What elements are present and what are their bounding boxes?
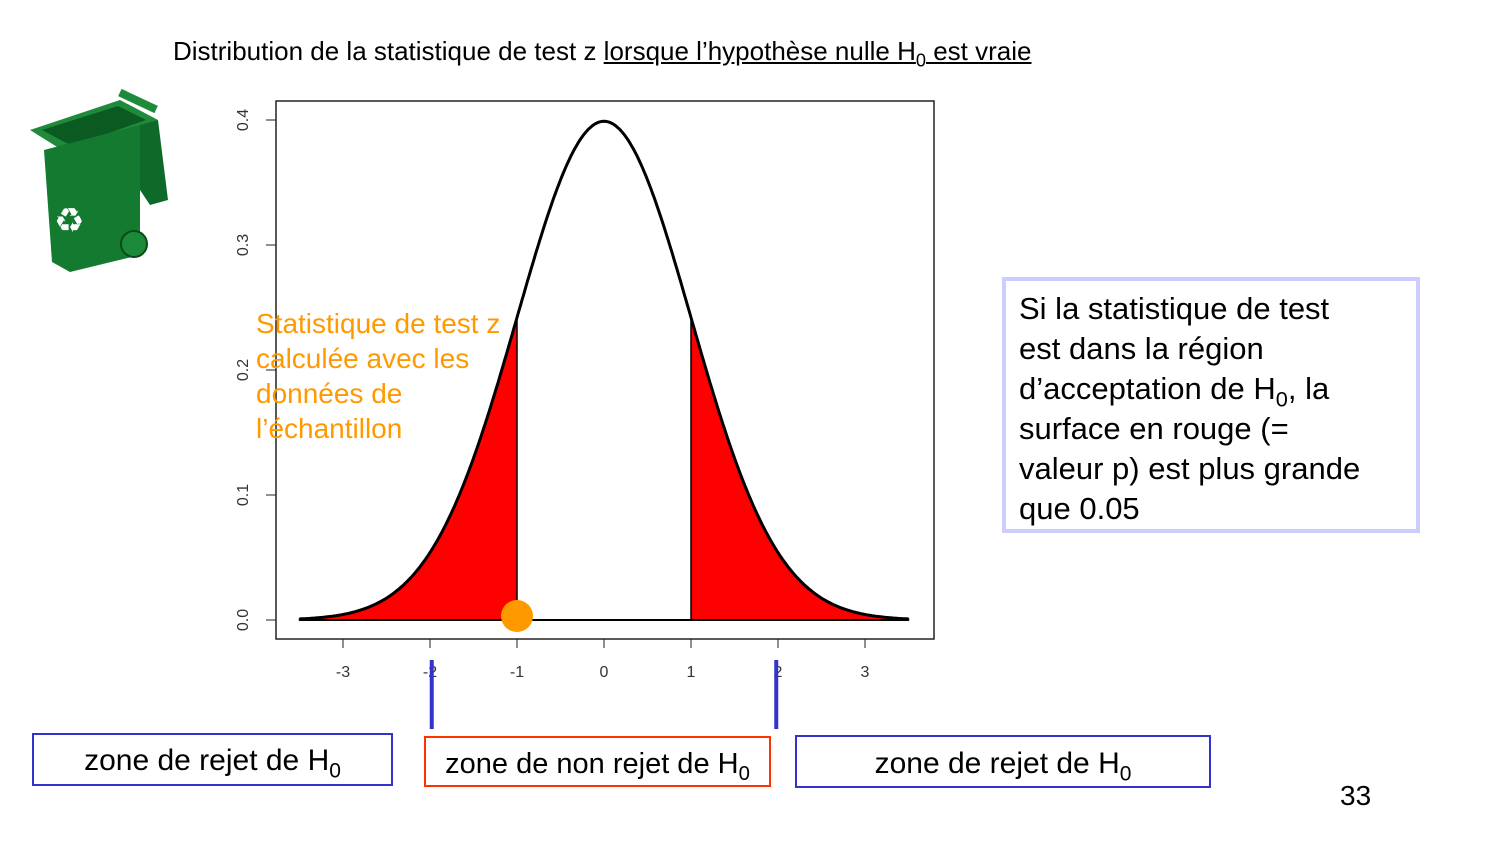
title-end: est vraie — [926, 36, 1032, 66]
x-tick-label: -3 — [336, 664, 350, 681]
annotation-line: l’échantillon — [256, 413, 403, 444]
info-line: valeur p) est plus grande — [1019, 451, 1361, 486]
title-underlined: lorsque l’hypothèse nulle H — [603, 36, 916, 66]
test-statistic-annotation: Statistique de test z calculée avec les … — [256, 306, 500, 446]
y-tick-label: 0.2 — [235, 359, 252, 381]
y-tick-label: 0.0 — [235, 609, 252, 631]
zone-non-rejection: zone de non rejet de H0 — [424, 736, 771, 787]
x-tick-label: 1 — [687, 664, 696, 681]
x-tick-label: 3 — [861, 664, 870, 681]
x-tick-label: -1 — [510, 664, 524, 681]
zone-rejection-left: zone de rejet de H0 — [32, 733, 393, 786]
x-tick-label: 0 — [600, 664, 609, 681]
page-number: 33 — [1340, 780, 1372, 811]
slide-title: Distribution de la statistique de test z… — [173, 36, 1032, 71]
title-sub: 0 — [915, 50, 926, 71]
annotation-line: calculée avec les — [256, 343, 470, 374]
info-line: surface en rouge (= — [1019, 411, 1289, 446]
recycling-bin-icon: ♻ — [30, 88, 168, 272]
info-box: Si la statistique de test est dans la ré… — [1002, 277, 1420, 533]
y-tick-label: 0.4 — [235, 109, 252, 131]
annotation-line: Statistique de test z — [256, 308, 501, 339]
info-line: est dans la région — [1019, 331, 1264, 366]
title-prefix: Distribution de la statistique de test z — [173, 36, 604, 66]
info-line: Si la statistique de test — [1019, 291, 1330, 326]
info-line: d’acceptation de H0, la — [1019, 371, 1330, 412]
zone-rejection-right: zone de rejet de H0 — [795, 735, 1211, 788]
density-curve — [299, 119, 909, 621]
y-tick-label: 0.1 — [235, 484, 252, 506]
info-line: que 0.05 — [1019, 491, 1140, 526]
annotation-line: données de — [256, 378, 403, 409]
recycle-symbol: ♻ — [54, 202, 84, 240]
rejection-area — [690, 317, 910, 621]
y-tick-label: 0.3 — [235, 234, 252, 256]
observed-statistic-point — [501, 600, 533, 632]
